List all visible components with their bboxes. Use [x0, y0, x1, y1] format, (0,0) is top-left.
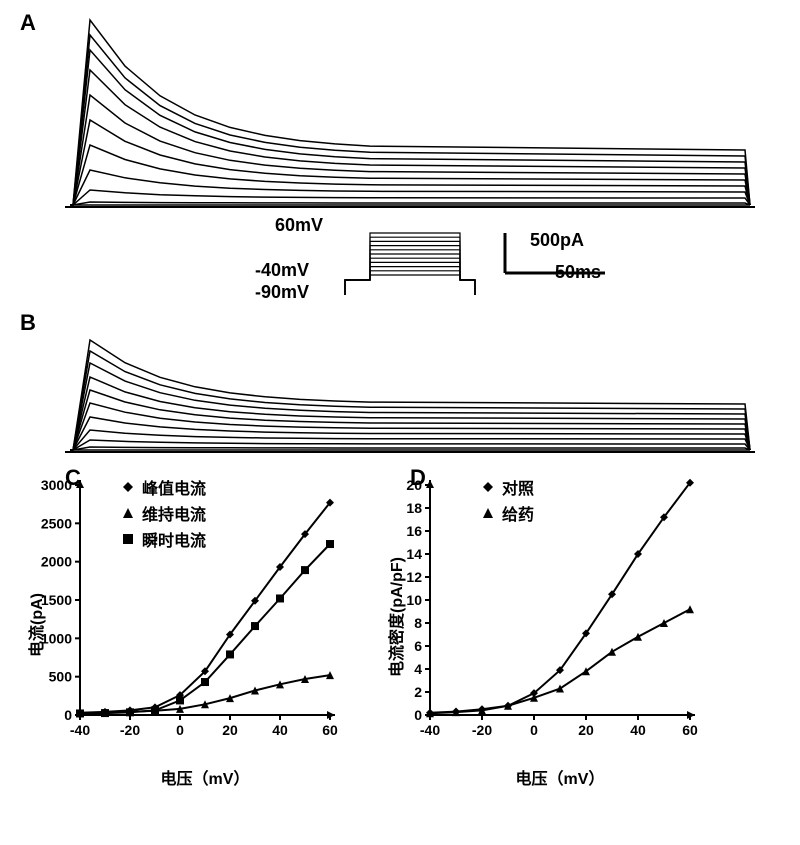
svg-text:6: 6	[414, 638, 422, 654]
legend-item: 瞬时电流	[120, 527, 206, 551]
panel-d-label: D	[410, 465, 426, 491]
legend-item: 峰值电流	[120, 475, 206, 499]
legend-label: 给药	[502, 501, 534, 525]
svg-text:2: 2	[414, 684, 422, 700]
svg-text:60: 60	[682, 722, 698, 738]
legend-label: 峰值电流	[142, 475, 206, 499]
scale-v-label: 500pA	[530, 230, 584, 251]
panel-d: D 对照 给药 -40-20020406002468101214161820 电…	[370, 465, 710, 789]
svg-text:20: 20	[222, 722, 238, 738]
legend-label: 维持电流	[142, 501, 206, 525]
svg-text:-40: -40	[70, 722, 90, 738]
panel-c: C 峰值电流 维持电流 瞬时电流 -40-2002040600500100015…	[10, 465, 350, 789]
panel-a-traces	[60, 10, 790, 210]
svg-text:10: 10	[406, 592, 422, 608]
svg-text:4: 4	[414, 661, 422, 677]
protocol-diagram	[340, 225, 480, 300]
svg-text:-20: -20	[472, 722, 492, 738]
panel-b-label: B	[20, 310, 36, 336]
scale-h-label: 50ms	[555, 262, 601, 283]
svg-text:60: 60	[322, 722, 338, 738]
protocol-bot-label: -90mV	[255, 282, 309, 303]
svg-text:40: 40	[630, 722, 646, 738]
figure: A 60mV -40mV -90mV 500pA 50ms B C 峰值电流 维…	[10, 10, 790, 789]
panel-c-xlabel: 电压（mV）	[80, 765, 330, 789]
svg-text:500: 500	[49, 669, 73, 685]
svg-text:14: 14	[406, 546, 422, 562]
panel-c-ylabel: 电流(pA)	[23, 557, 47, 657]
panel-b-traces	[60, 305, 790, 455]
legend-label: 对照	[502, 475, 534, 499]
svg-text:16: 16	[406, 523, 422, 539]
panel-d-ylabel: 电流密度(pA/pF)	[383, 537, 407, 677]
svg-text:0: 0	[530, 722, 538, 738]
svg-text:-20: -20	[120, 722, 140, 738]
svg-text:12: 12	[406, 569, 422, 585]
svg-text:-40: -40	[420, 722, 440, 738]
panel-a-label: A	[20, 10, 36, 36]
svg-text:8: 8	[414, 615, 422, 631]
svg-text:0: 0	[64, 707, 72, 723]
panel-d-xlabel: 电压（mV）	[430, 765, 690, 789]
legend-label: 瞬时电流	[142, 527, 206, 551]
bottom-row: C 峰值电流 维持电流 瞬时电流 -40-2002040600500100015…	[10, 465, 790, 789]
svg-text:2500: 2500	[41, 515, 72, 531]
protocol-region: 60mV -40mV -90mV 500pA 50ms	[60, 220, 790, 305]
svg-text:0: 0	[414, 707, 422, 723]
panel-c-legend: 峰值电流 维持电流 瞬时电流	[120, 475, 206, 553]
svg-text:18: 18	[406, 500, 422, 516]
svg-text:20: 20	[578, 722, 594, 738]
panel-d-legend: 对照 给药	[480, 475, 534, 527]
legend-item: 给药	[480, 501, 534, 525]
protocol-mid-label: -40mV	[255, 260, 309, 281]
legend-item: 维持电流	[120, 501, 206, 525]
protocol-top-label: 60mV	[275, 215, 323, 236]
svg-text:40: 40	[272, 722, 288, 738]
svg-text:0: 0	[176, 722, 184, 738]
legend-item: 对照	[480, 475, 534, 499]
panel-c-label: C	[65, 465, 81, 491]
